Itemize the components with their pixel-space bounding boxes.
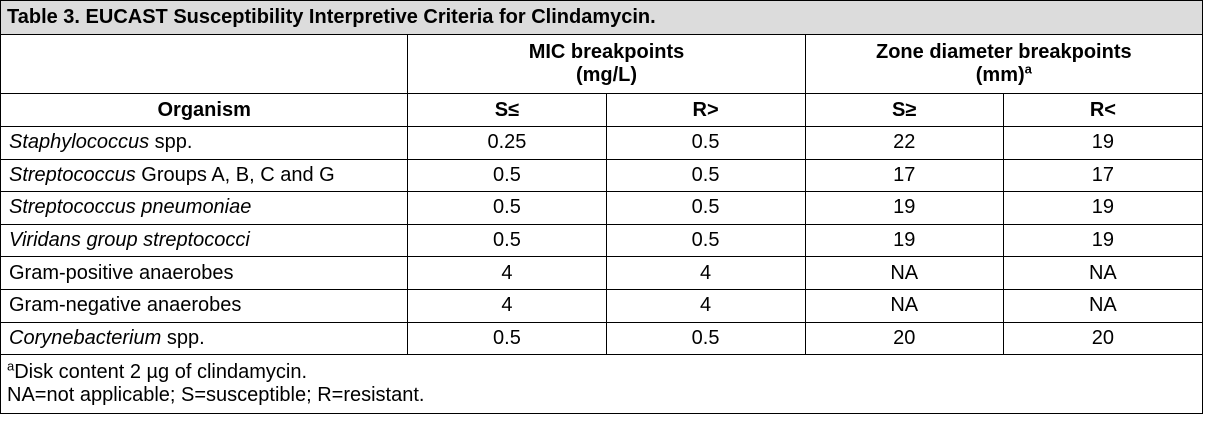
organism-name-italic: Streptococcus bbox=[9, 163, 136, 186]
organism-column-header: Organism bbox=[0, 93, 409, 127]
zone-s-column-header: S≥ bbox=[804, 93, 1004, 127]
organism-cell: Staphylococcus spp. bbox=[0, 126, 409, 160]
zone-r-value-cell: NA bbox=[1002, 256, 1204, 290]
zone-r-value-cell: 19 bbox=[1002, 126, 1204, 160]
zone-r-value-cell: NA bbox=[1002, 288, 1204, 323]
mic-s-value-cell: 0.5 bbox=[407, 191, 607, 225]
organism-name-italic: Viridans group streptococci bbox=[9, 229, 250, 252]
mic-r-value-cell: 4 bbox=[605, 288, 806, 323]
zone-s-value-cell: 20 bbox=[804, 321, 1004, 356]
organism-cell: Streptococcus pneumoniae bbox=[0, 191, 409, 225]
table-title-row: Table 3. EUCAST Susceptibility Interpret… bbox=[0, 0, 1203, 35]
mic-s-value-cell: 0.5 bbox=[407, 321, 607, 356]
organism-name-italic: Corynebacterium bbox=[9, 326, 162, 349]
zone-header-line2: (mm) bbox=[975, 64, 1025, 86]
table-row: Streptococcus Groups A, B, C and G 0.5 0.5… bbox=[0, 158, 1204, 193]
organism-name-italic: Staphylococcus bbox=[9, 131, 150, 154]
column-group-header-row: MIC breakpoints (mg/L) Zone diameter bre… bbox=[0, 34, 1204, 94]
table-title: Table 3. EUCAST Susceptibility Interpret… bbox=[0, 0, 1203, 35]
organism-name-rest: spp. bbox=[149, 131, 193, 154]
zone-header-line1: Zone diameter breakpoints bbox=[876, 41, 1132, 63]
mic-r-column-header: R> bbox=[605, 93, 806, 127]
mic-s-column-header: S≤ bbox=[407, 93, 607, 127]
zone-r-value-cell: 20 bbox=[1002, 321, 1204, 356]
footnote-a: aDisk content 2 µg of clindamycin. bbox=[7, 358, 1196, 384]
zone-diameter-header: Zone diameter breakpoints (mm)a bbox=[804, 34, 1204, 94]
organism-cell: Viridans group streptococci bbox=[0, 223, 409, 258]
mic-r-value-cell: 0.5 bbox=[605, 158, 806, 193]
organism-name-rest: Gram-positive anaerobes bbox=[9, 261, 234, 284]
zone-s-value-cell: 22 bbox=[804, 126, 1004, 160]
zone-s-value-cell: NA bbox=[804, 288, 1004, 323]
mic-breakpoints-header: MIC breakpoints (mg/L) bbox=[407, 34, 806, 94]
zone-s-value-cell: 19 bbox=[804, 223, 1004, 258]
column-header-row: Organism S≤ R> S≥ R< bbox=[0, 93, 1204, 127]
zone-r-value-cell: 19 bbox=[1002, 191, 1204, 225]
table-row: Corynebacterium spp. 0.5 0.5 20 20 bbox=[0, 321, 1204, 356]
footnote-abbreviations: NA=not applicable; S=susceptible; R=resi… bbox=[7, 384, 425, 407]
organism-name-italic: Streptococcus pneumoniae bbox=[9, 196, 252, 219]
mic-s-value-cell: 4 bbox=[407, 256, 607, 290]
mic-r-value-cell: 4 bbox=[605, 256, 806, 290]
footnote-row: aDisk content 2 µg of clindamycin. NA=no… bbox=[0, 354, 1203, 415]
organism-name-rest: spp. bbox=[161, 326, 205, 349]
zone-header-line2-wrap: (mm)a bbox=[812, 61, 1196, 87]
table-row: Gram-positive anaerobes 4 4 NA NA bbox=[0, 256, 1204, 290]
table-row: Viridans group streptococci 0.5 0.5 19 19 bbox=[0, 223, 1204, 258]
mic-s-value-cell: 0.5 bbox=[407, 158, 607, 193]
organism-name-rest: Gram-negative anaerobes bbox=[9, 294, 242, 317]
table-body: Staphylococcus spp. 0.25 0.5 22 19 Streptococ… bbox=[0, 126, 1204, 356]
footnote-a-text: Disk content 2 µg of clindamycin. bbox=[14, 361, 307, 384]
empty-header-cell bbox=[0, 34, 409, 94]
mic-r-value-cell: 0.5 bbox=[605, 126, 806, 160]
zone-s-value-cell: 19 bbox=[804, 191, 1004, 225]
mic-s-value-cell: 0.5 bbox=[407, 223, 607, 258]
zone-r-column-header: R< bbox=[1002, 93, 1204, 127]
zone-s-value-cell: NA bbox=[804, 256, 1004, 290]
mic-header-line2: (mg/L) bbox=[575, 64, 638, 86]
table-row: Streptococcus pneumoniae 0.5 0.5 19 19 bbox=[0, 191, 1204, 225]
organism-cell: Gram-positive anaerobes bbox=[0, 256, 409, 290]
zone-r-value-cell: 17 bbox=[1002, 158, 1204, 193]
organism-cell: Gram-negative anaerobes bbox=[0, 288, 409, 323]
zone-r-value-cell: 19 bbox=[1002, 223, 1204, 258]
footnote-a-marker: a bbox=[7, 358, 15, 374]
table-row: Staphylococcus spp. 0.25 0.5 22 19 bbox=[0, 126, 1204, 160]
mic-r-value-cell: 0.5 bbox=[605, 191, 806, 225]
mic-s-value-cell: 0.25 bbox=[407, 126, 607, 160]
mic-header-line1: MIC breakpoints bbox=[528, 41, 685, 63]
mic-r-value-cell: 0.5 bbox=[605, 223, 806, 258]
organism-name-rest: Groups A, B, C and G bbox=[135, 163, 335, 186]
mic-r-value-cell: 0.5 bbox=[605, 321, 806, 356]
table-row: Gram-negative anaerobes 4 4 NA NA bbox=[0, 288, 1204, 323]
organism-cell: Corynebacterium spp. bbox=[0, 321, 409, 356]
footnote-cell: aDisk content 2 µg of clindamycin. NA=no… bbox=[0, 354, 1203, 415]
zone-footnote-marker: a bbox=[1024, 61, 1032, 77]
zone-s-value-cell: 17 bbox=[804, 158, 1004, 193]
mic-s-value-cell: 4 bbox=[407, 288, 607, 323]
organism-cell: Streptococcus Groups A, B, C and G bbox=[0, 158, 409, 193]
